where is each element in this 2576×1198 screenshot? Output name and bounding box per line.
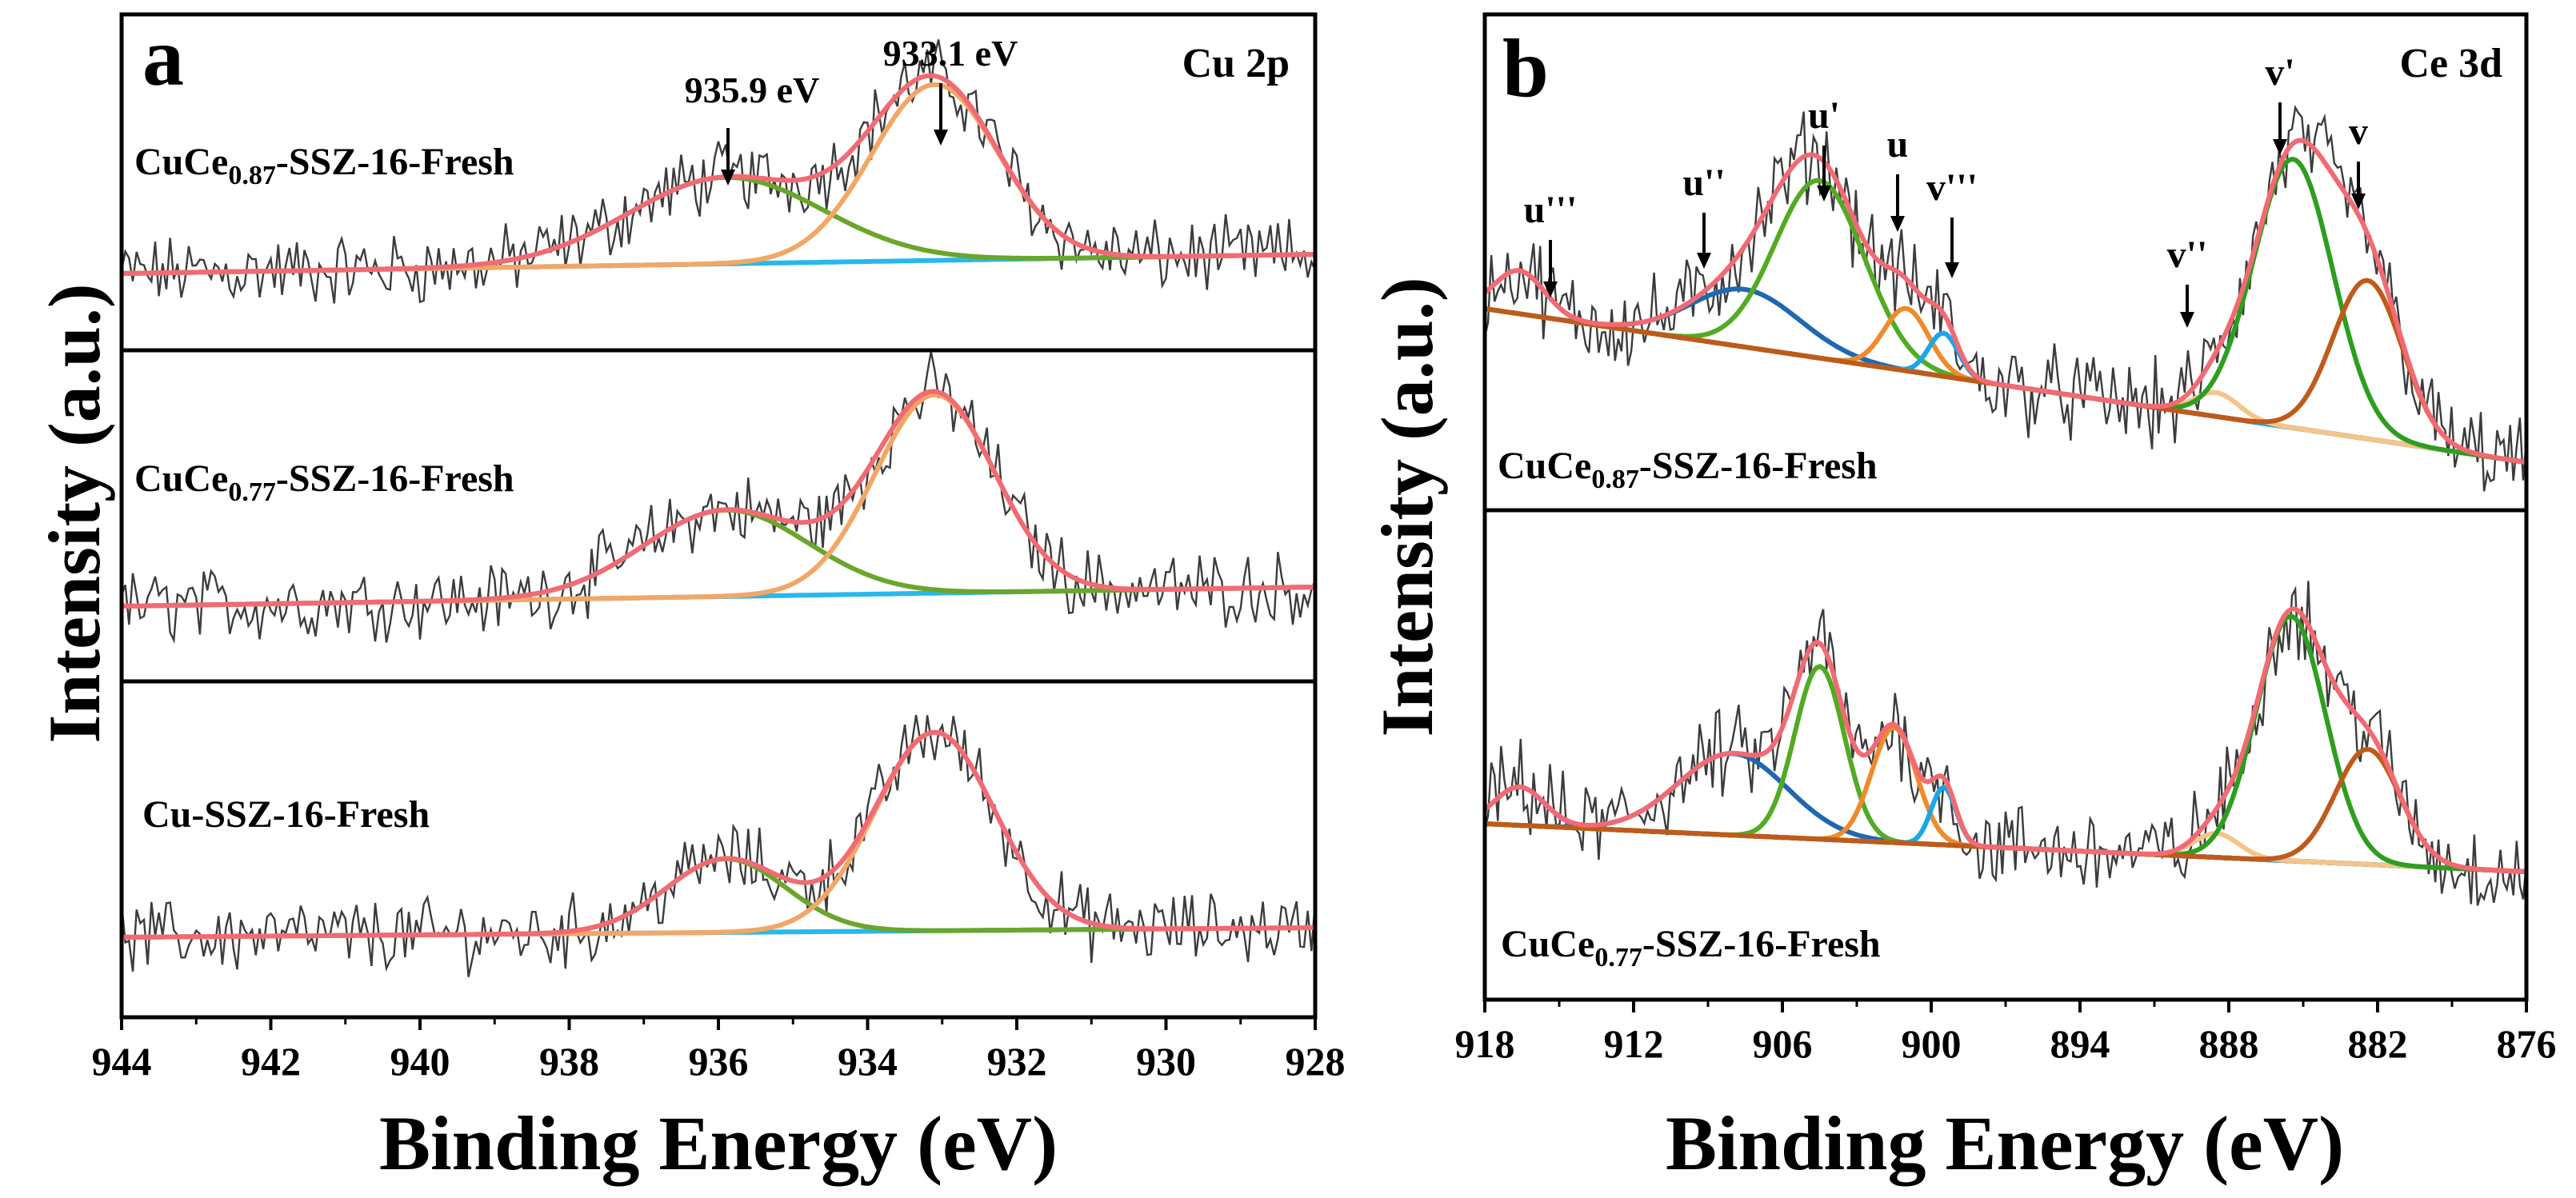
peak-annotation-label: 933.1 eV [883,33,1018,74]
peak-arrow-head [1543,282,1558,298]
raw-spectrum-line [1483,104,2528,492]
peak-annotation-label: u'' [1682,162,1725,204]
fit-peak-v- [1484,613,2527,874]
peak-annotation-label: u [1887,123,1909,166]
sample-label: Cu-SSZ-16-Fresh [142,793,430,836]
x-tick-label: 932 [987,1039,1047,1084]
x-tick-label: 940 [390,1039,450,1084]
fit-peak-cu2-satellite [122,856,1315,940]
peak-arrow-head [2180,312,2194,328]
x-tick-label: 906 [1753,1021,1813,1066]
panel-b-x-axis: 918 912 906 900 894 888 882 876 [1455,1000,2557,1066]
x-tick-label: 912 [1604,1021,1664,1066]
peak-arrow-head [2351,194,2366,210]
fit-envelope-line [121,73,1316,276]
x-tick-label: 888 [2199,1021,2259,1066]
sample-label: CuCe0.87-SSZ-16-Fresh [1498,445,1878,494]
peak-annotation-label: 935.9 eV [685,70,820,110]
x-tick-label: 936 [689,1039,749,1084]
panel-a-annotations: 935.9 eV 933.1 eV [685,33,1018,186]
fit-peak-cu2-satellite [121,174,1316,276]
raw-spectrum-line [1483,581,2528,906]
peak-arrow-head [1890,216,1905,232]
peak-arrow-head [934,130,948,146]
panel-b-plots: CuCe0.87-SSZ-16-Fresh CuCe0.77-SSZ-16-Fre… [1483,104,2528,972]
sample-label: CuCe0.77-SSZ-16-Fresh [134,457,514,507]
fit-envelope-line [122,729,1315,940]
peak-arrow-head [1697,253,1711,269]
panel-b-x-axis-label: Binding Energy (eV) [1666,1100,2344,1186]
x-tick-label: 900 [1902,1021,1962,1066]
x-tick-label: 944 [92,1039,152,1084]
peak-annotation-label: u''' [1524,189,1578,231]
fit-peak-cu2-main [121,392,1316,609]
sample-label: CuCe0.77-SSZ-16-Fresh [1501,923,1881,972]
peak-annotation-label: v''' [1926,166,1978,209]
panel-b-frame [1482,12,2529,1002]
fit-peak-cu2-satellite [121,507,1316,609]
peak-arrow-head [2273,139,2287,155]
peak-arrow-head [721,170,735,186]
x-tick-label: 930 [1136,1039,1196,1084]
panel-b-y-axis-label: Intensity (a.u.) [1366,277,1448,737]
fit-envelope-line [1483,606,2527,874]
fit-peak-u- [1484,664,2527,874]
peak-annotation-label: v'' [2167,234,2208,276]
fit-envelope-line [1483,138,2527,465]
raw-spectrum-line [120,351,1317,644]
x-tick-label: 918 [1455,1021,1515,1066]
panel-b-label: b [1502,22,1549,114]
fit-peak-v [1484,278,2527,465]
peak-arrow-head [1945,262,1959,278]
raw-spectrum-line [120,715,1317,977]
panel-a-y-axis-label: Intensity (a.u.) [34,283,115,743]
peak-annotation-label: u' [1808,94,1840,137]
fit-peak-u- [1484,286,2527,465]
sample-label: CuCe0.87-SSZ-16-Fresh [134,141,514,190]
fit-peak-u- [1483,268,2527,465]
panel-a: a Cu 2p CuCe0.87-SSZ-16-Fresh CuCe0.77-SS… [34,11,1346,1186]
raw-spectrum-line [120,39,1317,304]
panel-a-x-axis-label: Binding Energy (eV) [379,1100,1058,1186]
panel-b-element-label: Ce 3d [2399,41,2502,86]
panel-a-element-label: Cu 2p [1182,41,1290,86]
x-tick-label: 938 [539,1039,599,1084]
peak-annotation-label: v [2349,110,2368,153]
peak-arrow-head [1817,186,1831,202]
panel-a-label: a [142,11,184,103]
x-tick-label: 928 [1286,1039,1346,1084]
x-tick-label: 876 [2497,1021,2557,1066]
panel-b-annotations: u''' u'' u' u v''' v'' v' v [1524,51,2368,328]
fit-envelope-line [121,389,1316,609]
panel-a-x-axis: 944 942 940 938 936 934 932 930 928 [92,1017,1346,1084]
x-tick-label: 934 [838,1039,898,1084]
panel-a-plots: CuCe0.87-SSZ-16-Fresh CuCe0.77-SSZ-16-Fre… [120,39,1317,977]
x-tick-label: 894 [2050,1021,2110,1066]
peak-annotation-label: v' [2265,51,2294,94]
x-tick-label: 882 [2348,1021,2408,1066]
panel-b: b Ce 3d CuCe0.87-SSZ-16-Fresh CuCe0.77-SS… [1366,12,2557,1186]
x-tick-label: 942 [241,1039,301,1084]
